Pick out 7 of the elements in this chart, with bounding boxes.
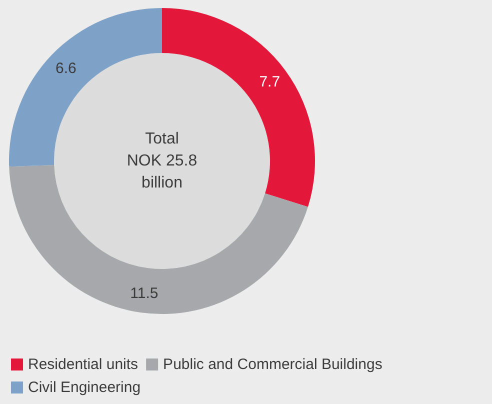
legend-label: Public and Commercial Buildings <box>163 356 382 373</box>
legend-label: Residential units <box>28 356 138 373</box>
data-label: 7.7 <box>259 74 280 91</box>
data-label: 6.6 <box>55 60 76 77</box>
data-label: 11.5 <box>130 284 158 302</box>
text: Total NOK 25.8 billion <box>126 130 198 192</box>
legend-label: Civil Engineering <box>28 379 141 396</box>
